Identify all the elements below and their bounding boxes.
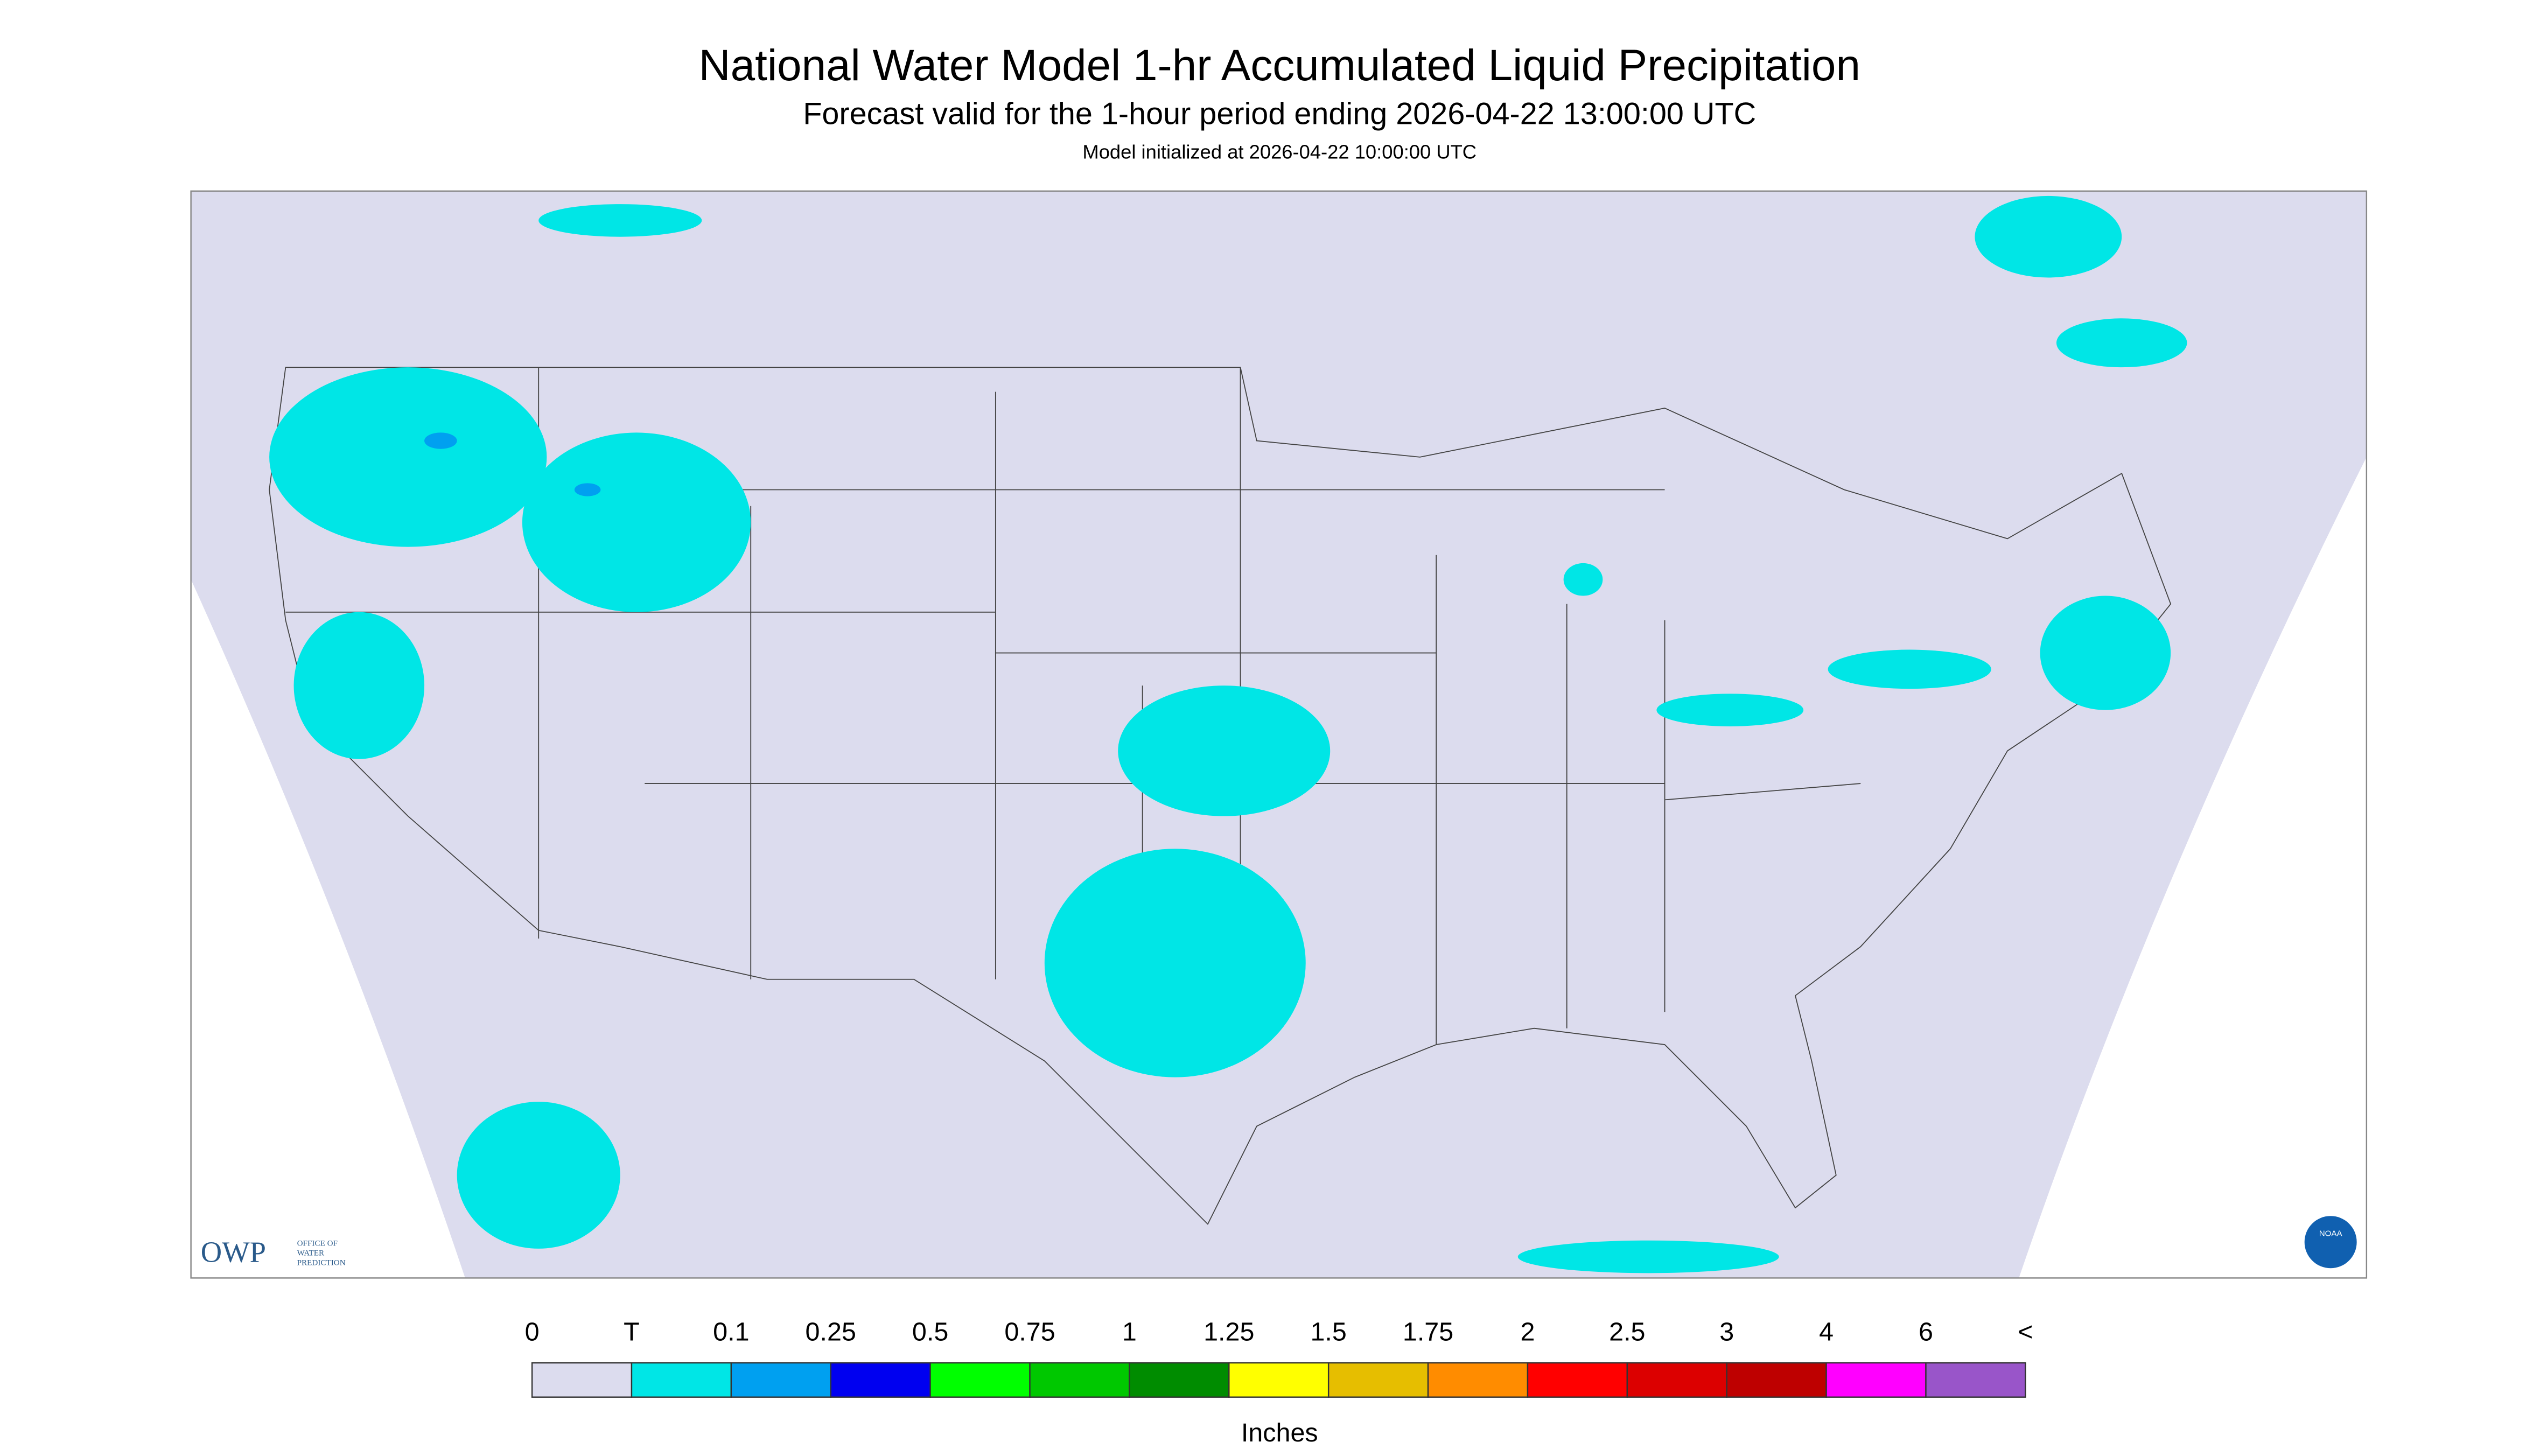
legend-label: < — [2018, 1317, 2033, 1346]
noaa-logo-text: NOAA — [2319, 1229, 2343, 1238]
legend-swatch — [1029, 1362, 1130, 1398]
legend-swatch — [1129, 1362, 1230, 1398]
owp-line: PREDICTION — [297, 1258, 346, 1268]
legend-swatch — [1825, 1362, 1927, 1398]
legend-swatch — [1626, 1362, 1727, 1398]
map-frame — [190, 190, 2368, 1279]
legend-label: 1.75 — [1403, 1317, 1453, 1346]
legend-label: 2.5 — [1609, 1317, 1645, 1346]
legend-label: 0 — [525, 1317, 540, 1346]
legend-swatch — [1726, 1362, 1827, 1398]
coastline — [269, 367, 2172, 1225]
legend-label: 2 — [1520, 1317, 1535, 1346]
legend-label: T — [624, 1317, 640, 1346]
init-time: Model initialized at 2026-04-22 10:00:00… — [1082, 141, 1477, 163]
legend-label: 1.5 — [1310, 1317, 1346, 1346]
legend-swatch — [730, 1362, 831, 1398]
legend-label: 0.75 — [1004, 1317, 1055, 1346]
legend-swatch — [631, 1362, 732, 1398]
legend-label: 3 — [1719, 1317, 1734, 1346]
owp-line: OFFICE OF — [297, 1238, 338, 1248]
legend-swatch — [830, 1362, 931, 1398]
noaa-logo — [2304, 1216, 2357, 1269]
precip-areas — [269, 195, 2187, 1273]
legend-label: 0.5 — [912, 1317, 948, 1346]
map-corner — [191, 579, 465, 1278]
legend-swatch — [1925, 1362, 2026, 1398]
legend-swatch — [1427, 1362, 1529, 1398]
legend-units: Inches — [1241, 1418, 1318, 1447]
legend-label: 1 — [1122, 1317, 1137, 1346]
legend: 0 T 0.1 0.25 0.5 0.75 1 1.25 1.5 1.75 2 2.5 3 4 6 < — [525, 1317, 2033, 1398]
map: OWP OFFICE OF WATER PREDICTION NOAA — [190, 190, 2368, 1279]
title: National Water Model 1-hr Accumulated Li… — [699, 41, 1860, 90]
legend-swatch — [929, 1362, 1031, 1398]
state-lines — [285, 367, 1861, 1045]
legend-swatch — [1228, 1362, 1330, 1398]
legend-label: 0.1 — [713, 1317, 749, 1346]
legend-label: 4 — [1819, 1317, 1834, 1346]
legend-label: 6 — [1919, 1317, 1933, 1346]
legend-swatch — [531, 1362, 633, 1398]
subtitle: Forecast valid for the 1-hour period end… — [803, 97, 1756, 131]
owp-line: WATER — [297, 1248, 325, 1257]
owp-logo: OWP — [201, 1236, 266, 1269]
legend-label: 0.25 — [806, 1317, 856, 1346]
legend-swatch — [1527, 1362, 1628, 1398]
map-corner — [2019, 457, 2367, 1278]
legend-label: 1.25 — [1203, 1317, 1254, 1346]
legend-swatch — [1327, 1362, 1429, 1398]
